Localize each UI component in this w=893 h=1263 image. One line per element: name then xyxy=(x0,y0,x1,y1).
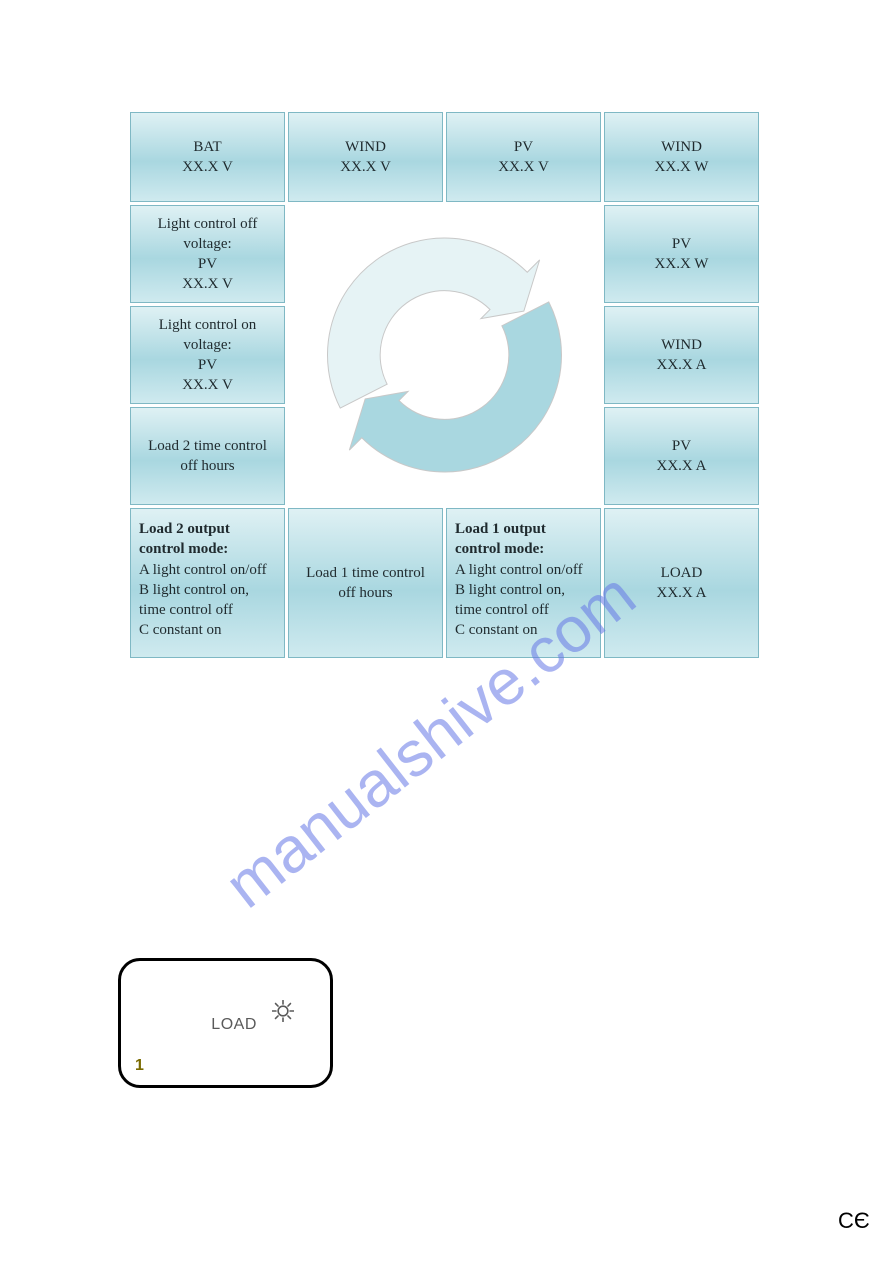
line: Load 2 output xyxy=(139,519,230,539)
label: PV xyxy=(672,436,691,456)
value: XX.X A xyxy=(656,355,706,375)
lcd-display: LOAD 1 xyxy=(118,958,333,1088)
value: XX.X V xyxy=(182,157,233,177)
line: Load 1 time control xyxy=(306,563,425,583)
cell-wind-a: WINDXX.X A xyxy=(604,306,759,404)
cell-pv-w: PVXX.X W xyxy=(604,205,759,303)
line: Load 2 time control xyxy=(148,436,267,456)
line: off hours xyxy=(180,456,234,476)
line: C constant on xyxy=(455,620,538,640)
cell-bat-v: BATXX.X V xyxy=(130,112,285,202)
label: PV xyxy=(672,234,691,254)
line: voltage: xyxy=(183,234,231,254)
cell-load2-hours: Load 2 time controloff hours xyxy=(130,407,285,505)
cell-load2-mode: Load 2 outputcontrol mode:A light contro… xyxy=(130,508,285,658)
line: XX.X V xyxy=(182,274,233,294)
value: XX.X W xyxy=(655,254,709,274)
line: LOAD xyxy=(661,563,703,583)
line: C constant on xyxy=(139,620,222,640)
sun-icon xyxy=(272,1000,294,1027)
line: time control off xyxy=(139,600,233,620)
lcd-load-label: LOAD xyxy=(211,1016,257,1034)
label: WIND xyxy=(661,137,702,157)
cell-pv-a: PVXX.X A xyxy=(604,407,759,505)
line: B light control on, xyxy=(139,580,249,600)
page-root: BATXX.X VWINDXX.X VPVXX.X VWINDXX.X WLig… xyxy=(0,0,893,1263)
line: PV xyxy=(198,355,217,375)
label: BAT xyxy=(193,137,221,157)
ce-mark: CЄ xyxy=(838,1208,870,1234)
line: PV xyxy=(198,254,217,274)
cycle-diagram: BATXX.X VWINDXX.X VPVXX.X VWINDXX.X WLig… xyxy=(130,112,759,658)
cell-wind-v: WINDXX.X V xyxy=(288,112,443,202)
line: A light control on/off xyxy=(455,560,583,580)
line: off hours xyxy=(338,583,392,603)
value: XX.X W xyxy=(655,157,709,177)
line: time control off xyxy=(455,600,549,620)
line: voltage: xyxy=(183,335,231,355)
lcd-number: 1 xyxy=(135,1057,144,1075)
center-area xyxy=(288,205,601,505)
line: Load 1 output xyxy=(455,519,546,539)
cell-load1-hours: Load 1 time controloff hours xyxy=(288,508,443,658)
cell-light-off: Light control offvoltage:PVXX.X V xyxy=(130,205,285,303)
cell-load1-mode: Load 1 outputcontrol mode:A light contro… xyxy=(446,508,601,658)
line: B light control on, xyxy=(455,580,565,600)
line: control mode: xyxy=(139,539,228,559)
line: XX.X A xyxy=(656,583,706,603)
line: A light control on/off xyxy=(139,560,267,580)
label: WIND xyxy=(661,335,702,355)
label: WIND xyxy=(345,137,386,157)
cycle-arrows-icon xyxy=(288,205,601,505)
line: control mode: xyxy=(455,539,544,559)
value: XX.X V xyxy=(498,157,549,177)
label: PV xyxy=(514,137,533,157)
cell-wind-w: WINDXX.X W xyxy=(604,112,759,202)
value: XX.X A xyxy=(656,456,706,476)
line: Light control on xyxy=(159,315,257,335)
cell-pv-v: PVXX.X V xyxy=(446,112,601,202)
line: XX.X V xyxy=(182,375,233,395)
value: XX.X V xyxy=(340,157,391,177)
cell-light-on: Light control onvoltage:PVXX.X V xyxy=(130,306,285,404)
cell-load-a: LOADXX.X A xyxy=(604,508,759,658)
line: Light control off xyxy=(158,214,258,234)
